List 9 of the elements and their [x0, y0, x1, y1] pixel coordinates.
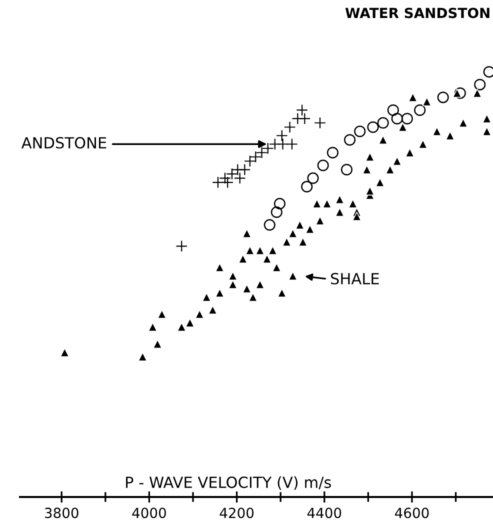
- x-tick-label: 4200: [220, 508, 254, 518]
- x-tick-label: 4400: [307, 508, 342, 518]
- x-axis-title: P - WAVE VELOCITY (V) m/s: [126, 476, 331, 490]
- x-tick-label: 4000: [132, 508, 166, 518]
- x-tick-label: 3800: [44, 508, 78, 518]
- text: WATER SANDSTON: [345, 8, 490, 18]
- annotation: ANDSTONE: [21, 137, 106, 149]
- annotation: SHALE: [331, 272, 379, 284]
- x-tick-label: 4600: [394, 508, 429, 518]
